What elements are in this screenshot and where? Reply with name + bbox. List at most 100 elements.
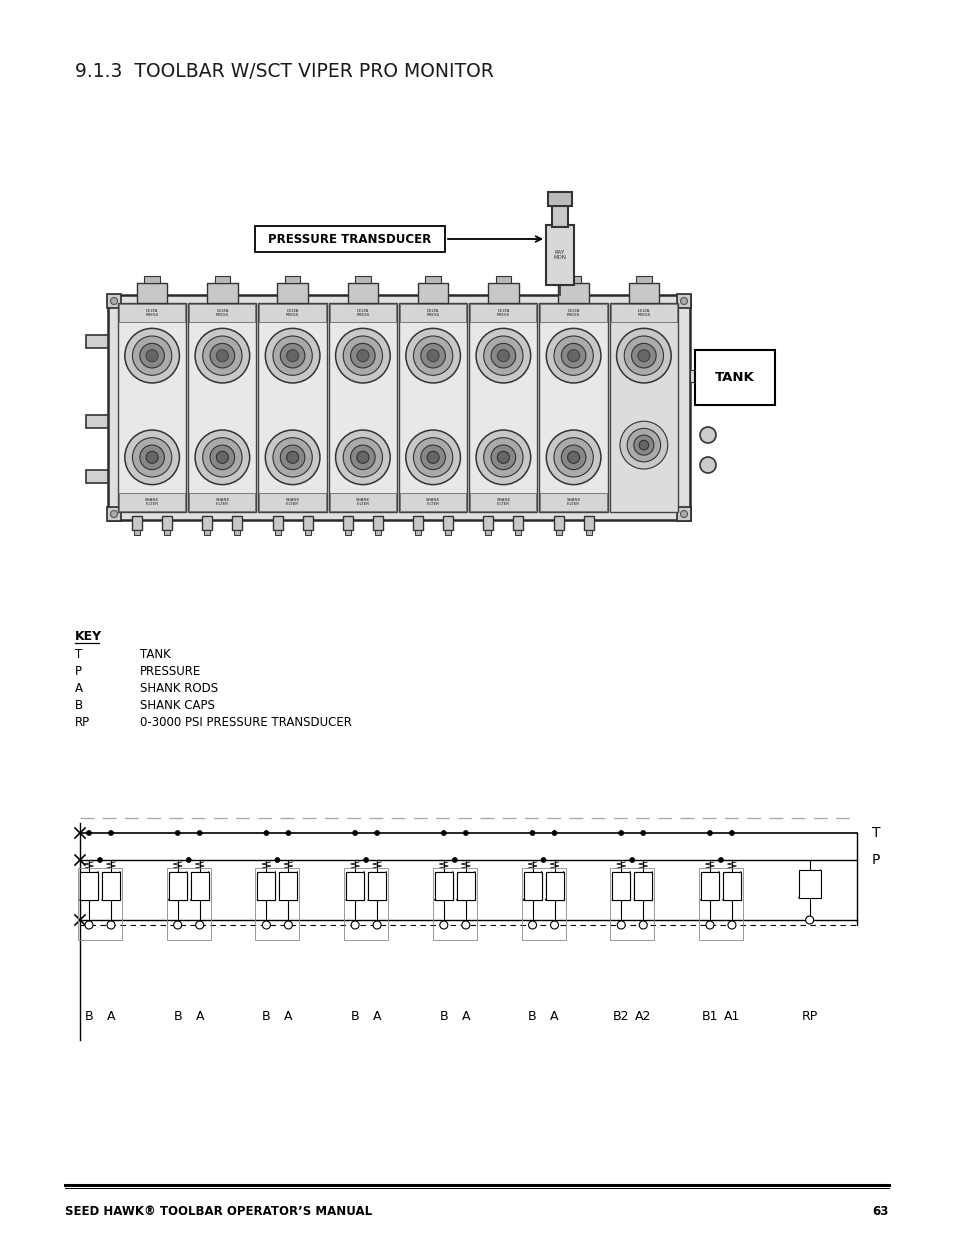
Circle shape: [173, 921, 181, 929]
Text: SHANK
FILTER: SHANK FILTER: [215, 498, 230, 506]
Circle shape: [618, 830, 623, 836]
Circle shape: [132, 437, 172, 477]
Text: PRESSURE TRANSDUCER: PRESSURE TRANSDUCER: [268, 232, 431, 246]
Bar: [368, 872, 386, 900]
Text: A: A: [550, 1010, 558, 1023]
Circle shape: [729, 830, 734, 836]
Circle shape: [427, 451, 438, 463]
Circle shape: [439, 921, 447, 929]
Bar: [191, 872, 209, 900]
Bar: [699, 868, 742, 940]
Circle shape: [107, 921, 115, 929]
Bar: [274, 530, 280, 535]
Text: A: A: [284, 1010, 293, 1023]
Bar: [207, 283, 237, 303]
Circle shape: [202, 437, 242, 477]
Circle shape: [540, 857, 545, 862]
Circle shape: [441, 830, 446, 836]
Bar: [523, 872, 541, 900]
Bar: [164, 530, 170, 535]
Bar: [169, 872, 187, 900]
Text: 0-3000 PSI PRESSURE TRANSDUCER: 0-3000 PSI PRESSURE TRANSDUCER: [140, 716, 352, 729]
Bar: [279, 872, 297, 900]
Circle shape: [335, 329, 390, 383]
Text: SHANK
FILTER: SHANK FILTER: [145, 498, 159, 506]
Bar: [612, 872, 630, 900]
Text: B: B: [351, 1010, 359, 1023]
Bar: [634, 872, 652, 900]
Circle shape: [633, 435, 653, 456]
Bar: [257, 872, 275, 900]
Bar: [257, 872, 275, 900]
Text: DELTA
PRESS: DELTA PRESS: [215, 309, 229, 317]
Bar: [610, 304, 677, 322]
Circle shape: [85, 921, 92, 929]
Circle shape: [707, 830, 712, 836]
Circle shape: [194, 329, 250, 383]
Bar: [330, 493, 395, 511]
Bar: [347, 283, 377, 303]
Bar: [552, 205, 567, 227]
Bar: [689, 370, 695, 382]
Text: B1: B1: [701, 1010, 718, 1023]
Circle shape: [491, 343, 516, 368]
Circle shape: [528, 921, 536, 929]
Bar: [344, 868, 388, 940]
Text: RAY
MON: RAY MON: [553, 249, 566, 261]
Text: 9.1.3  TOOLBAR W/SCT VIPER PRO MONITOR: 9.1.3 TOOLBAR W/SCT VIPER PRO MONITOR: [75, 62, 494, 82]
Circle shape: [186, 857, 191, 862]
Text: B: B: [85, 1010, 93, 1023]
Circle shape: [194, 430, 250, 484]
Circle shape: [350, 343, 375, 368]
Circle shape: [356, 451, 369, 463]
Circle shape: [210, 445, 234, 469]
Circle shape: [356, 350, 369, 362]
Circle shape: [195, 921, 204, 929]
Bar: [167, 868, 211, 940]
Circle shape: [616, 329, 671, 383]
Circle shape: [286, 451, 298, 463]
Bar: [470, 493, 536, 511]
Bar: [565, 275, 580, 283]
Circle shape: [700, 427, 716, 443]
Circle shape: [273, 437, 312, 477]
Bar: [258, 303, 327, 513]
Circle shape: [546, 430, 600, 484]
Text: DELTA
PRESS: DELTA PRESS: [146, 309, 158, 317]
Circle shape: [476, 430, 530, 484]
Bar: [214, 275, 230, 283]
Bar: [189, 493, 255, 511]
Bar: [496, 275, 511, 283]
Text: B: B: [528, 1010, 537, 1023]
Circle shape: [343, 336, 382, 375]
Circle shape: [146, 350, 158, 362]
Bar: [555, 530, 561, 535]
Circle shape: [125, 430, 179, 484]
Text: RP: RP: [75, 716, 90, 729]
Circle shape: [567, 350, 579, 362]
Circle shape: [216, 350, 228, 362]
Circle shape: [619, 421, 667, 469]
Bar: [545, 872, 563, 900]
Bar: [545, 225, 574, 285]
Bar: [547, 191, 572, 206]
Bar: [612, 872, 630, 900]
Text: SEED HAWK® TOOLBAR OPERATOR’S MANUAL: SEED HAWK® TOOLBAR OPERATOR’S MANUAL: [65, 1205, 372, 1218]
Bar: [700, 872, 719, 900]
Text: 63: 63: [872, 1205, 888, 1218]
Text: P: P: [75, 664, 82, 678]
Circle shape: [343, 437, 382, 477]
Text: T: T: [75, 648, 82, 661]
Bar: [255, 868, 299, 940]
Circle shape: [280, 343, 305, 368]
Bar: [513, 516, 523, 530]
Bar: [415, 530, 420, 535]
Text: TANK: TANK: [140, 648, 171, 661]
Bar: [413, 516, 423, 530]
Text: DELTA
PRESS: DELTA PRESS: [497, 309, 510, 317]
Bar: [373, 516, 382, 530]
Bar: [485, 530, 491, 535]
Circle shape: [452, 857, 456, 862]
Bar: [722, 872, 740, 900]
Bar: [399, 493, 466, 511]
